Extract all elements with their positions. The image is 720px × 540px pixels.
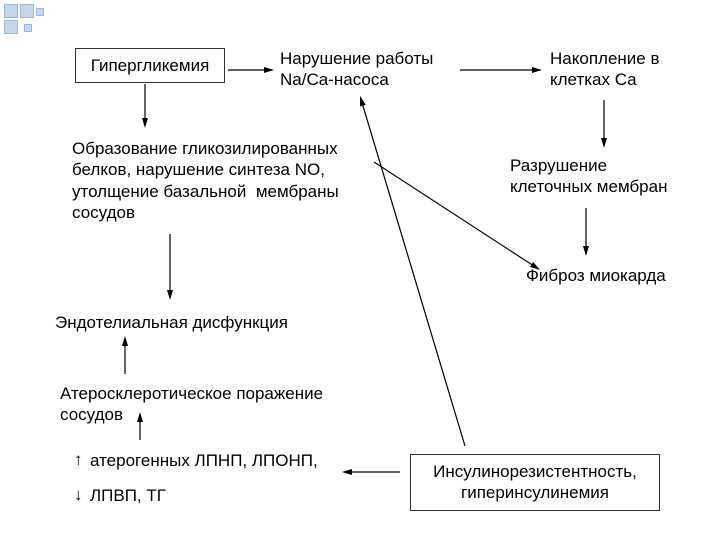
arrow-up-icon: ↑ — [74, 450, 83, 470]
node-hyperglycemia: Гипергликемия — [75, 48, 225, 83]
node-membrane-destruction: Разрушение клеточных мембран — [510, 155, 710, 198]
node-atherosclerosis: Атеросклеротическое поражение сосудов — [60, 383, 360, 426]
node-endothelial-dysfunction: Эндотелиальная дисфункция — [55, 312, 315, 333]
node-myocardial-fibrosis: Фиброз миокарда — [526, 265, 706, 286]
node-insulin-resistance: Инсулинорезистентность, гиперинсулинемия — [410, 454, 660, 511]
node-ca-accumulation: Накопление в клетках Са — [550, 48, 700, 91]
node-hdl-tg: ЛПВП, ТГ — [90, 485, 210, 506]
arrow-down-icon: ↓ — [74, 485, 83, 505]
node-ldl-vldl: атерогенных ЛПНП, ЛПОНП, — [90, 450, 370, 471]
node-pump-dysfunction: Нарушение работы Na/Ca-насоса — [280, 48, 460, 91]
node-glycated-proteins: Образование гликозилированных белков, на… — [72, 138, 372, 223]
